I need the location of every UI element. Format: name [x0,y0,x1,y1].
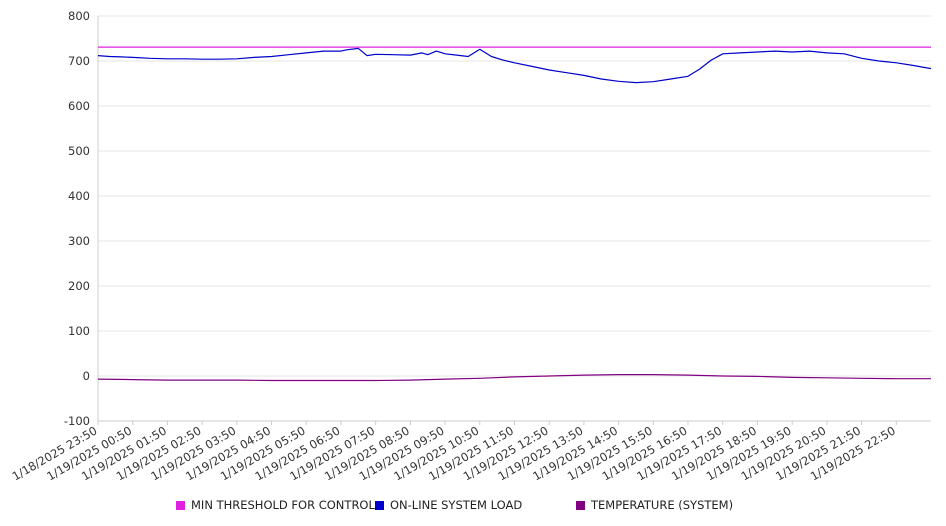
x-axis-tick-labels: 1/18/2025 23:501/19/2025 00:501/19/2025 … [10,423,898,483]
legend: MIN THRESHOLD FOR CONTROL ON-LINE SYSTEM… [0,496,946,516]
y-tick-label: 700 [68,54,90,68]
legend-swatch-temperature [576,500,585,510]
y-tick-label: 600 [68,99,90,113]
axes [97,16,931,425]
series-line-temperature [97,374,931,382]
y-tick-label: 500 [68,144,90,158]
legend-label-system-load: ON-LINE SYSTEM LOAD [390,498,523,512]
y-tick-label: -100 [64,414,90,428]
legend-label-threshold: MIN THRESHOLD FOR CONTROL [191,498,375,512]
series-line-system-load [97,47,932,84]
legend-item-threshold: MIN THRESHOLD FOR CONTROL [176,498,375,512]
legend-swatch-system-load [375,500,384,510]
grid-lines [98,15,931,422]
y-axis-tick-labels: -100 0 100 200 300 400 500 600 700 800 [64,9,90,428]
y-tick-label: 300 [68,234,90,248]
legend-swatch-threshold [176,500,185,510]
line-chart: -100 0 100 200 300 400 500 600 700 800 1/18/2025 … [10,9,932,483]
legend-item-system-load: ON-LINE SYSTEM LOAD [375,498,522,512]
legend-label-temperature: TEMPERATURE (SYSTEM) [591,498,734,512]
legend-item-temperature: TEMPERATURE (SYSTEM) [576,498,733,512]
y-tick-label: 0 [83,369,90,383]
y-tick-label: 200 [68,279,90,293]
series-lines [97,46,932,382]
y-tick-label: 800 [68,9,90,23]
y-tick-label: 400 [68,189,90,203]
y-tick-label: 100 [68,324,90,338]
